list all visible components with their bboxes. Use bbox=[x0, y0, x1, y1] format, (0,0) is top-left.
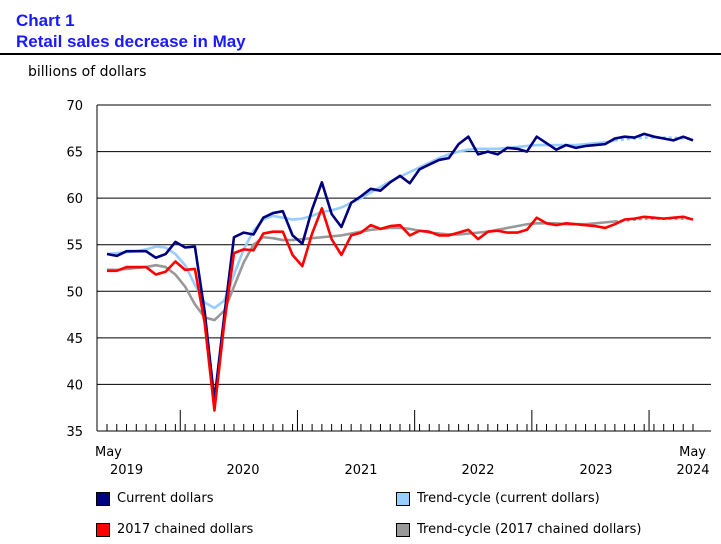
y-tick-label-40: 40 bbox=[66, 378, 83, 393]
y-tick-label-70: 70 bbox=[66, 99, 83, 114]
chart-header: Chart 1 Retail sales decrease in May bbox=[16, 10, 246, 52]
x-year-label-2024: 2024 bbox=[676, 463, 709, 478]
legend-label-current: Current dollars bbox=[117, 491, 214, 506]
y-tick-label-35: 35 bbox=[66, 425, 83, 440]
legend-swatch-trend-current bbox=[396, 491, 410, 506]
legend-label-trend-current: Trend-cycle (current dollars) bbox=[417, 491, 600, 506]
y-tick-label-45: 45 bbox=[66, 332, 83, 347]
y-tick-label-65: 65 bbox=[66, 146, 83, 161]
series-line-dashed-trend-cycle-current-dollars- bbox=[614, 136, 693, 142]
x-year-label-2023: 2023 bbox=[579, 463, 612, 478]
x-end-month-label: May bbox=[679, 445, 706, 460]
legend-label-chained: 2017 chained dollars bbox=[117, 522, 254, 537]
legend-item-chained: 2017 chained dollars bbox=[96, 522, 253, 537]
y-tick-label-50: 50 bbox=[66, 285, 83, 300]
series-line-trend-cycle-2017-chained-dollars- bbox=[107, 220, 615, 322]
legend-swatch-trend-chained bbox=[396, 522, 410, 537]
series-line-2017-chained-dollars bbox=[107, 207, 694, 412]
chart-number: Chart 1 bbox=[16, 11, 75, 30]
chart-title: Retail sales decrease in May bbox=[16, 32, 246, 51]
y-axis-unit-label: billions of dollars bbox=[28, 64, 147, 80]
legend-swatch-chained bbox=[96, 522, 110, 537]
y-tick-label-60: 60 bbox=[66, 192, 83, 207]
y-tick-label-55: 55 bbox=[66, 239, 83, 254]
legend-item-trend-current: Trend-cycle (current dollars) bbox=[396, 491, 600, 506]
series-line-current-dollars bbox=[106, 132, 694, 402]
x-start-month-label: May bbox=[95, 445, 122, 460]
x-year-label-2019: 2019 bbox=[110, 463, 143, 478]
x-year-label-2020: 2020 bbox=[226, 463, 259, 478]
legend-label-trend-chained: Trend-cycle (2017 chained dollars) bbox=[417, 522, 642, 537]
legend-item-current: Current dollars bbox=[96, 491, 213, 506]
title-divider bbox=[0, 53, 721, 55]
legend-swatch-current bbox=[96, 491, 110, 506]
legend-item-trend-chained: Trend-cycle (2017 chained dollars) bbox=[396, 522, 641, 537]
x-year-label-2022: 2022 bbox=[461, 463, 494, 478]
x-year-label-2021: 2021 bbox=[344, 463, 377, 478]
